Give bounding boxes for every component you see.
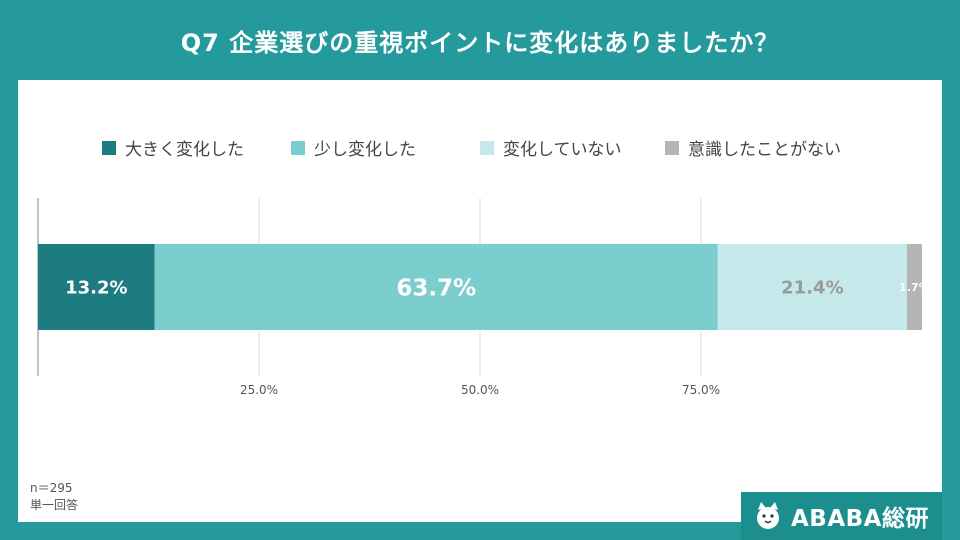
legend-swatch-small-change: [291, 140, 305, 155]
brand-name: ABABA総研: [791, 506, 929, 532]
x-tick-label-2: 75.0%: [682, 383, 720, 397]
legend-item-small-change: 少し変化した: [291, 135, 416, 160]
legend-label-never-considered: 意識したことがない: [688, 140, 841, 160]
legend-label-no-change: 変化していない: [503, 140, 622, 160]
bar-segment-1: [154, 244, 718, 330]
x-tick-label-1: 50.0%: [461, 383, 499, 397]
legend-swatch-large-change: [102, 140, 116, 155]
legend-item-no-change: 変化していない: [480, 135, 622, 160]
legend-label-large-change: 大きく変化した: [125, 140, 244, 160]
legend-label-small-change: 少し変化した: [314, 140, 416, 160]
x-tick-label-0: 25.0%: [240, 383, 278, 397]
chart-legend: 大きく変化した 少し変化した 変化していない 意識したことがない: [18, 135, 942, 160]
stacked-bar-chart: 13.2% 63.7% 21.4% 1.7% 25.0% 50.0% 75.0%: [37, 198, 930, 397]
data-label-2: 21.4%: [781, 277, 843, 298]
brand-logo: ABABA総研: [741, 492, 942, 540]
chart-card: 大きく変化した 少し変化した 変化していない 意識したことがない 13.2% 63…: [18, 80, 942, 522]
data-label-3: 1.7%: [899, 281, 930, 294]
data-label-0: 13.2%: [65, 277, 127, 298]
legend-swatch-never-considered: [665, 140, 679, 155]
legend-item-large-change: 大きく変化した: [102, 135, 244, 160]
answer-type: 単一回答: [30, 498, 79, 512]
data-label-1: 63.7%: [396, 275, 476, 301]
legend-item-never-considered: 意識したことがない: [665, 135, 841, 160]
bar-segment-3: [906, 244, 922, 330]
bar-segment-2: [717, 244, 907, 330]
bar-segment-0: [38, 244, 155, 330]
sample-note: n＝295 単一回答: [30, 480, 78, 514]
chart-title: Q7 企業選びの重視ポイントに変化はありましたか？: [180, 28, 780, 57]
sample-size: n＝295: [30, 481, 73, 495]
legend-swatch-no-change: [480, 140, 494, 155]
cat-mascot-icon: [757, 502, 779, 529]
